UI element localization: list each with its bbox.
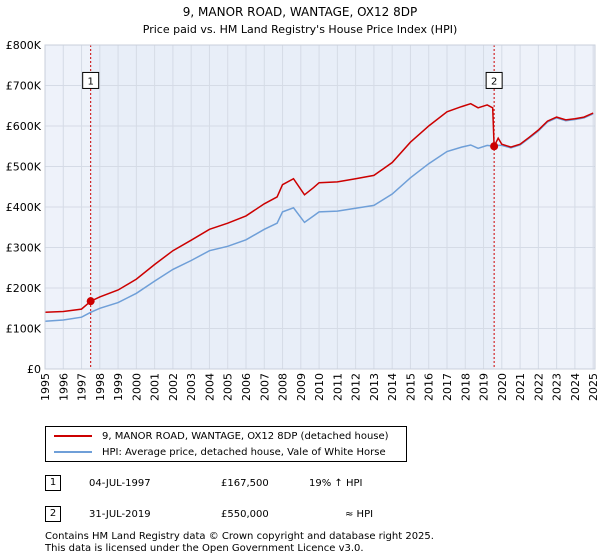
sale-marker-label: 1 [87,76,93,87]
x-tick-label: 1995 [39,373,52,401]
x-tick-label: 2014 [386,373,399,401]
x-tick-label: 2023 [551,373,564,401]
sale-point [86,297,95,306]
x-tick-label: 1997 [76,373,89,401]
sale-date: 31-JUL-2019 [89,509,151,520]
footer-line-2: This data is licensed under the Open Gov… [45,543,364,554]
x-tick-label: 2004 [203,373,216,401]
x-tick-label: 2013 [368,373,381,401]
x-tick-label: 2009 [295,373,308,401]
x-tick-label: 1999 [112,373,125,401]
series-line [44,102,594,314]
x-tick-label: 2008 [277,373,290,401]
y-tick-label: £500K [6,161,42,174]
x-tick-label: 2020 [496,373,509,401]
x-tick-label: 1996 [57,373,70,401]
x-tick-label: 2000 [130,373,143,401]
x-tick-label: 2019 [478,373,491,401]
y-tick-label: £600K [6,120,42,133]
sale-marker-box [82,71,100,89]
x-tick-label: 2021 [514,373,527,401]
y-tick-label: £400K [6,201,42,214]
chart-subtitle: Price paid vs. HM Land Registry's House … [143,23,458,36]
x-tick-label: 2003 [185,373,198,401]
x-tick-label: 1998 [94,373,107,401]
x-tick-label: 2016 [423,373,436,401]
x-tick-label: 2025 [587,373,600,401]
x-tick-label: 2005 [222,373,235,401]
legend-swatch-hpi [54,451,92,453]
x-tick-label: 2022 [532,373,545,401]
sale-date: 04-JUL-1997 [89,478,151,489]
x-tick-label: 2015 [404,373,417,401]
x-tick-label: 2002 [167,373,180,401]
sale-hpi-relation: 19% ↑ HPI [309,478,363,489]
y-tick-label: £200K [6,282,42,295]
sale-price: £167,500 [221,478,269,489]
legend-label-property: 9, MANOR ROAD, WANTAGE, OX12 8DP (detach… [102,431,389,442]
x-tick-label: 2017 [441,373,454,401]
footer-line-1: Contains HM Land Registry data © Crown c… [45,531,434,542]
x-tick-label: 2012 [350,373,363,401]
footer-attribution: Contains HM Land Registry data © Crown c… [45,531,434,555]
x-tick-label: 2018 [459,373,472,401]
plot-border [44,44,596,370]
sale-price: £550,000 [221,509,269,520]
price-chart: 9, MANOR ROAD, WANTAGE, OX12 8DP Price pa… [6,5,600,401]
legend-swatch-property [54,435,92,437]
x-tick-label: 2007 [258,373,271,401]
legend-entry-property: 9, MANOR ROAD, WANTAGE, OX12 8DP (detach… [54,429,389,445]
x-tick-label: 2001 [149,373,162,401]
x-tick-label: 2011 [331,373,344,401]
y-tick-label: £300K [6,242,42,255]
sale-marker-label: 2 [491,76,497,87]
x-tick-label: 2024 [569,373,582,401]
y-tick-label: £0 [27,363,41,376]
x-tick-label: 2010 [313,373,326,401]
sale-marker-box [485,71,503,89]
sale-hpi-relation: ≈ HPI [345,509,374,520]
y-tick-label: £700K [6,80,42,93]
x-tick-label: 2006 [240,373,253,401]
chart-title: 9, MANOR ROAD, WANTAGE, OX12 8DP [183,5,417,19]
legend-label-hpi: HPI: Average price, detached house, Vale… [102,447,386,458]
y-tick-label: £800K [6,39,42,52]
chart-legend: 9, MANOR ROAD, WANTAGE, OX12 8DP (detach… [45,426,407,462]
sale-point [490,142,499,151]
legend-entry-hpi: HPI: Average price, detached house, Vale… [54,445,386,461]
y-tick-label: £100K [6,323,42,336]
sale-number-badge: 2 [45,506,61,522]
sale-number-badge: 1 [45,475,61,491]
